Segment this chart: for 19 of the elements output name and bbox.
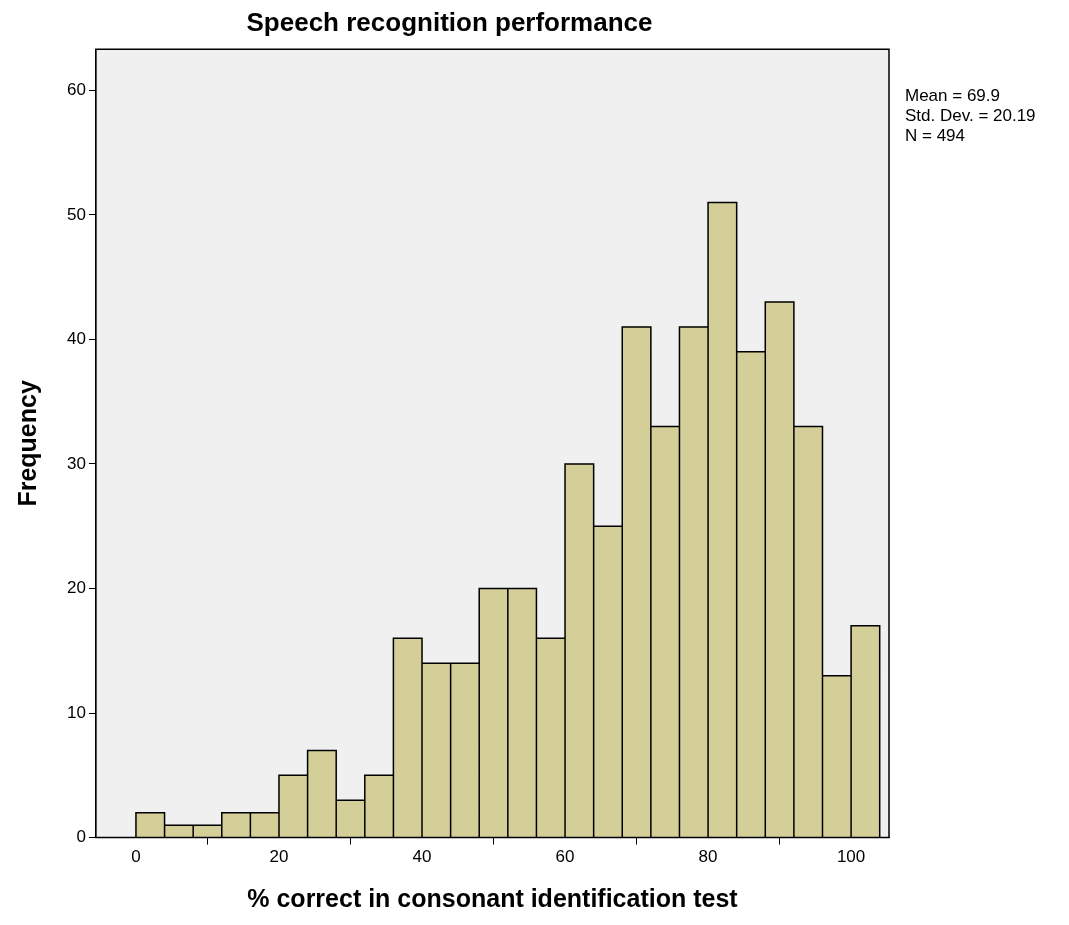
y-tick-label: 0 (76, 827, 86, 847)
y-axis-title: Frequency (12, 380, 41, 507)
y-tick-label: 60 (66, 79, 86, 99)
text: N = 494 (905, 126, 966, 146)
text: Std. Dev. = 20.19 (905, 106, 1036, 126)
x-tick-label: 40 (412, 847, 432, 867)
x-tick-label: 0 (131, 847, 141, 867)
x-tick-label: 100 (836, 847, 866, 867)
chart-title: Speech recognition performance (246, 6, 653, 37)
y-tick-label: 30 (66, 453, 86, 473)
y-tick-label: 20 (66, 578, 86, 598)
x-tick-label: 20 (269, 847, 289, 867)
text: Mean = 69.9 (905, 86, 1000, 106)
x-tick-label: 80 (698, 847, 718, 867)
x-axis-title: % correct in consonant identification test (247, 883, 739, 912)
y-tick-label: 50 (66, 204, 86, 224)
y-tick-label: 10 (66, 702, 86, 722)
y-tick-label: 40 (66, 329, 86, 349)
x-tick-label: 60 (555, 847, 575, 867)
